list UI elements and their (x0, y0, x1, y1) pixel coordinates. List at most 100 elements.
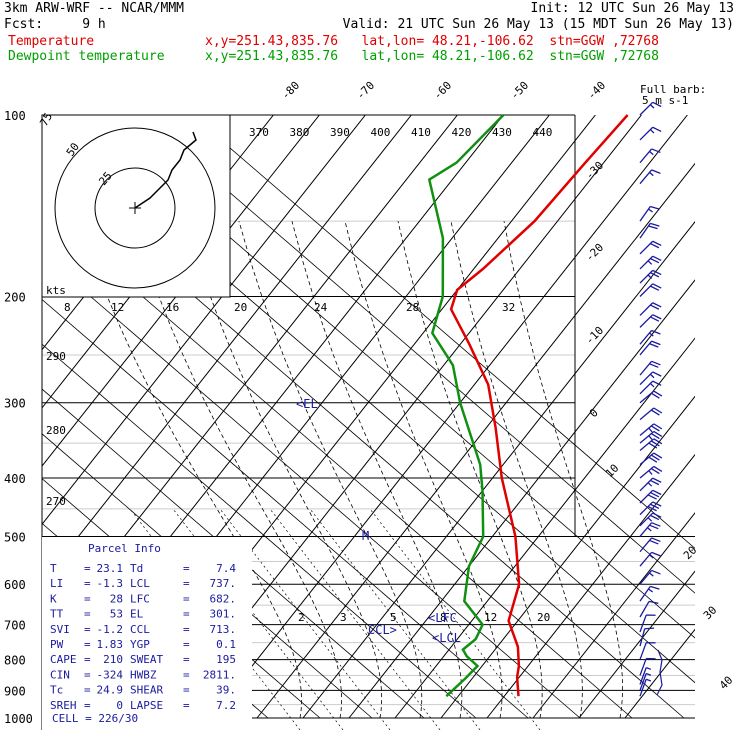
speed-axis-label-16: 16 (166, 301, 179, 314)
barb-flag (648, 600, 659, 604)
barb-half-flag (648, 208, 653, 213)
barb-flag (653, 423, 663, 430)
wind-barb (639, 222, 660, 239)
parcel-val-tc: 24.9 (97, 684, 124, 697)
barb-flag (651, 329, 661, 335)
speed-axis-label-32: 32 (502, 301, 515, 314)
temperature-legend-label: Temperature (8, 34, 95, 49)
barb-flag (652, 477, 662, 483)
barb-half-flag (648, 427, 653, 433)
barb-flag (650, 514, 660, 521)
wind-barb (639, 371, 662, 386)
wind-barb (639, 477, 662, 492)
wind-barb (639, 205, 660, 222)
barb-flag (653, 390, 663, 397)
barb-staff (639, 614, 647, 633)
parcel-key-td: Td (130, 562, 143, 575)
parcel-info-box: Parcel Info T = 23.1 Td = 7.4 LI = -1.3 LCL = 737. K… (42, 537, 252, 730)
theta-label-440: 440 (533, 126, 553, 139)
parcel-key-lcl: LCL (130, 577, 150, 590)
barb-flag (650, 316, 660, 322)
parcel-key-svi: SVI (50, 623, 70, 636)
wind-barb (639, 302, 662, 316)
parcel-info-title: Parcel Info (88, 542, 161, 555)
dewpoint-profile (427, 114, 505, 698)
barb-staff (639, 658, 647, 676)
parcel-key-cape: CAPE (50, 653, 77, 666)
moist-adiabat (238, 221, 423, 719)
parcel-val-lapse: 7.2 (216, 699, 236, 712)
wind-barb (639, 512, 662, 527)
barb-flag (647, 494, 657, 500)
barb-half-flag (646, 527, 652, 532)
barb-flag (647, 505, 657, 512)
isotherm (394, 337, 695, 719)
pressure-label-200: 200 (4, 291, 26, 305)
wind-barb (639, 101, 662, 116)
barb-staff (639, 169, 653, 185)
parcel-val-cin: -324 (97, 668, 124, 681)
isotherm (42, 115, 412, 584)
barb-flag (652, 489, 662, 496)
wind-barb (639, 423, 663, 436)
barb-half-flag (647, 517, 653, 522)
isotherm-label--20: -20 (583, 241, 606, 264)
parcel-val-t: 23.1 (97, 562, 124, 575)
mixing-ratio-label-3: 3 (340, 611, 347, 624)
barb-staff (639, 586, 651, 602)
parcel-eq: = (84, 577, 91, 590)
isotherm-label-40: 40 (717, 674, 736, 693)
ccl-marker: CCL> (368, 623, 397, 637)
barb-flag (653, 438, 663, 445)
parcel-val-sreh: 0 (116, 699, 123, 712)
barb-flag (650, 467, 660, 475)
wind-barb (639, 522, 661, 537)
parcel-eq: = (84, 562, 91, 575)
pressure-label-900: 900 (4, 684, 26, 698)
barb-flag (652, 501, 662, 507)
barb-flag (651, 360, 661, 366)
wind-barb (639, 501, 662, 516)
parcel-val-li: -1.3 (97, 577, 124, 590)
barb-flag (652, 314, 662, 320)
parcel-key-tc: Tc (50, 684, 63, 697)
theta-label-380: 380 (290, 126, 310, 139)
hodo-ring-label-75: 75 (37, 111, 55, 129)
mixing-ratio-line (172, 508, 344, 730)
parcel-eq: = (84, 638, 91, 651)
barb-half-flag (645, 678, 652, 682)
barb-flag (648, 225, 658, 230)
parcel-eq: = (183, 623, 190, 636)
mixing-ratio-label-8: 8 (440, 611, 447, 624)
barb-half-flag (648, 470, 653, 475)
isotherm-label--50: -50 (508, 79, 531, 102)
isotherm (42, 115, 320, 467)
wind-barb (639, 657, 656, 676)
barb-flag (644, 627, 655, 630)
sounding-profiles: <EL <LFC <LCL CCL> M (296, 114, 629, 698)
barb-flag (650, 479, 660, 486)
wind-barb (639, 126, 662, 141)
barb-flag (651, 537, 661, 543)
barb-staff (639, 551, 653, 567)
barb-half-flag (649, 129, 655, 134)
parcel-val-cape: 210 (103, 653, 123, 666)
mixing-ratio-line (309, 508, 481, 730)
isotherm-label--60: -60 (431, 79, 454, 102)
barb-flag (650, 222, 660, 227)
wind-barb (639, 614, 656, 633)
wind-barb (639, 283, 662, 297)
barb-flag (651, 522, 661, 527)
moist-adiabat (503, 221, 623, 719)
barb-staff (639, 148, 653, 164)
barb-flag (653, 452, 663, 459)
barb-flag (650, 257, 660, 264)
barb-flag (651, 340, 661, 346)
barb-flag (650, 392, 660, 399)
parcel-key-el: EL (130, 608, 144, 621)
mixing-ratio-line (129, 508, 301, 730)
barb-flag (648, 442, 658, 449)
dry-adiabat (139, 115, 695, 594)
wind-barb (639, 438, 663, 451)
